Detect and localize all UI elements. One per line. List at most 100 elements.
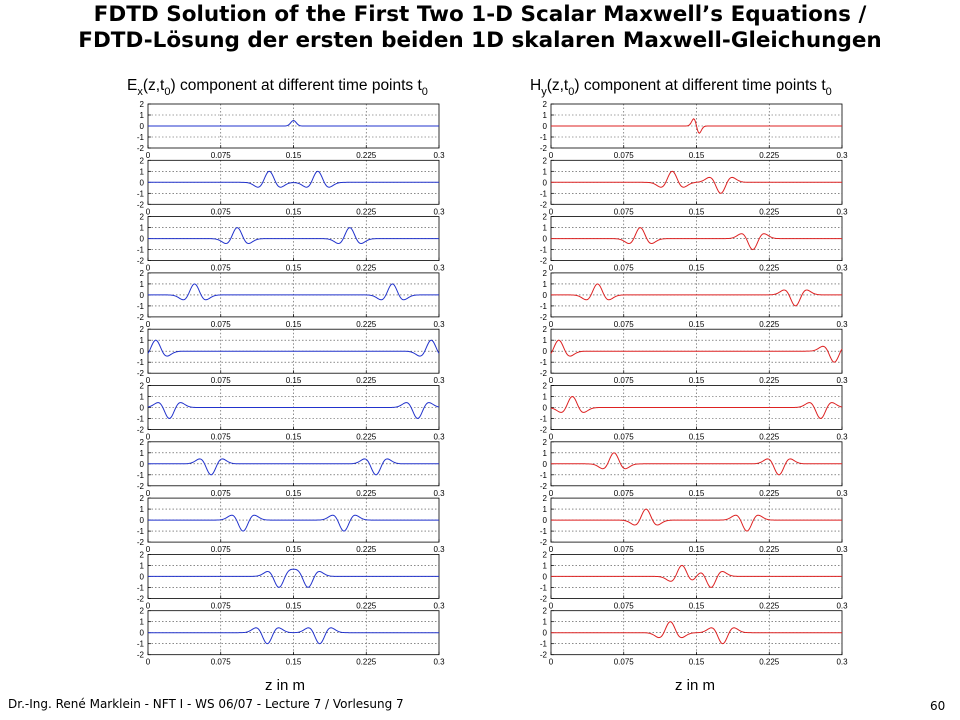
chart-title-part: H [530,77,541,94]
x-tick-label: 0.3 [836,264,848,273]
x-tick-label: 0.15 [689,151,705,160]
subplot-t2: 210-1-20 0.075 0.15 0.225 0.3 [137,156,445,216]
subplot-t7: 210-1-20 0.075 0.15 0.225 0.3 [540,438,848,498]
y-tick-label: 0 [543,629,548,638]
y-tick-label: -1 [540,133,548,142]
chart-title-part: 0 [826,86,832,98]
x-tick-label: 0.225 [759,207,780,216]
x-tick-label: 0.075 [614,376,635,385]
x-tick-label: 0.15 [689,207,705,216]
y-tick-label: -2 [137,594,145,603]
chart-title: Ex(z,t0) component at different time poi… [127,77,428,98]
x-tick-label: 0.075 [211,151,232,160]
y-tick-label: 1 [543,618,548,627]
x-tick-label: 0.075 [211,601,232,610]
x-tick-label: 0.3 [433,658,445,667]
x-tick-label: 0.225 [759,545,780,554]
y-tick-label: -2 [137,257,145,266]
x-tick-label: 0.075 [211,489,232,498]
x-axis-label: z in m [675,677,715,694]
x-tick-label: 0.15 [286,151,302,160]
series-line [551,118,842,134]
y-tick-label: -1 [540,246,548,255]
x-tick-label: 0.225 [759,489,780,498]
x-tick-label: 0 [146,545,151,554]
y-tick-label: -1 [137,133,145,142]
y-tick-label: 0 [140,235,145,244]
y-tick-label: -2 [540,369,548,378]
x-tick-label: 0.075 [211,658,232,667]
x-tick-label: 0.15 [286,433,302,442]
series-line [147,339,440,357]
y-tick-label: 2 [140,156,145,165]
x-tick-label: 0.075 [614,601,635,610]
x-tick-label: 0 [146,433,151,442]
x-tick-label: 0 [549,545,554,554]
y-tick-label: 0 [140,572,145,581]
slide-title: FDTD Solution of the First Two 1-D Scala… [0,2,960,54]
y-tick-label: 2 [140,213,145,222]
y-tick-label: 1 [140,280,145,289]
y-tick-label: -1 [540,583,548,592]
x-tick-label: 0.3 [836,601,848,610]
y-tick-label: -2 [540,538,548,547]
x-tick-label: 0.225 [759,433,780,442]
x-tick-label: 0.075 [614,433,635,442]
x-tick-label: 0.3 [433,320,445,329]
x-tick-label: 0.15 [286,489,302,498]
y-tick-label: -1 [540,640,548,649]
x-tick-label: 0.15 [286,545,302,554]
x-tick-label: 0 [146,264,151,273]
y-tick-label: -1 [137,527,145,536]
series-line [147,402,440,420]
y-tick-label: -1 [540,358,548,367]
slide-title-line1: FDTD Solution of the First Two 1-D Scala… [93,2,867,27]
chart-hy: Hy(z,t0) component at different time poi… [530,77,848,694]
x-tick-label: 0 [549,601,554,610]
series-line [551,621,842,645]
x-tick-label: 0.075 [211,320,232,329]
x-tick-label: 0.225 [759,320,780,329]
x-tick-label: 0.15 [689,376,705,385]
y-tick-label: 2 [543,156,548,165]
y-tick-label: 1 [140,111,145,120]
x-tick-label: 0.075 [614,207,635,216]
y-tick-label: -2 [540,426,548,435]
x-tick-label: 0 [549,151,554,160]
y-tick-label: -2 [137,313,145,322]
y-tick-label: 0 [140,629,145,638]
x-tick-label: 0.225 [356,320,377,329]
x-tick-label: 0.15 [689,601,705,610]
y-tick-label: -1 [540,189,548,198]
chart-title-part: 0 [422,86,428,98]
y-tick-label: 1 [543,449,548,458]
subplot-t5: 210-1-20 0.075 0.15 0.225 0.3 [137,325,445,385]
y-tick-label: 2 [543,325,548,334]
y-tick-label: 2 [543,494,548,503]
x-tick-label: 0.15 [689,320,705,329]
x-tick-label: 0.3 [836,658,848,667]
x-tick-label: 0.075 [211,207,232,216]
y-tick-label: -2 [137,144,145,153]
x-tick-label: 0.15 [286,601,302,610]
chart-title: Hy(z,t0) component at different time poi… [530,77,832,98]
y-tick-label: 1 [543,505,548,514]
y-tick-label: 0 [543,122,548,131]
x-tick-label: 0.225 [759,376,780,385]
x-tick-label: 0 [146,658,151,667]
chart-title-part: ) component at different time points t [574,77,826,94]
subplot-t4: 210-1-20 0.075 0.15 0.225 0.3 [137,269,445,329]
x-tick-label: 0.075 [211,545,232,554]
y-tick-label: 0 [543,516,548,525]
y-tick-label: 2 [140,325,145,334]
y-tick-label: 0 [543,404,548,413]
y-tick-label: 2 [140,100,145,109]
y-tick-label: 0 [140,460,145,469]
x-tick-label: 0.225 [759,264,780,273]
y-tick-label: 1 [140,167,145,176]
x-tick-label: 0.15 [286,264,302,273]
series-line [148,283,439,301]
y-tick-label: 2 [543,382,548,391]
x-tick-label: 0.3 [433,264,445,273]
x-tick-label: 0.075 [614,264,635,273]
